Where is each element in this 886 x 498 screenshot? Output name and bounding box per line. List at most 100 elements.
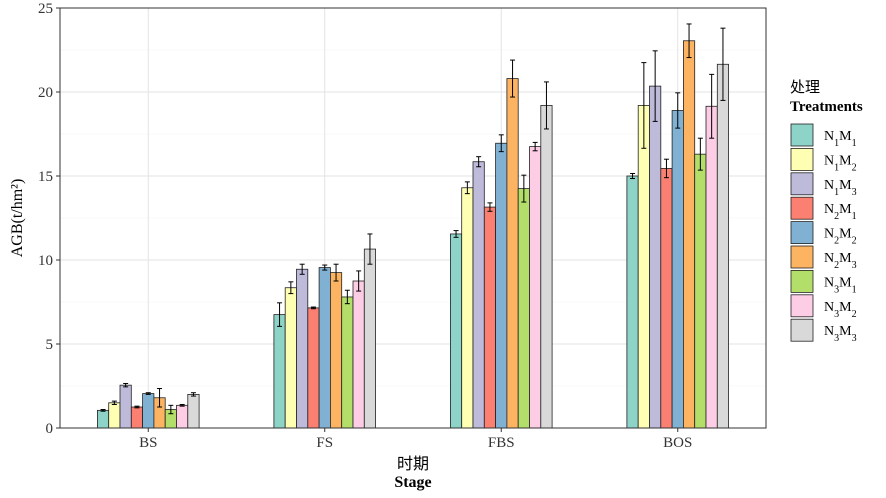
bar-N1M1-FBS: [449, 233, 463, 429]
y-tick-label: 25: [38, 1, 53, 17]
error-bar-N2M1-BOS: [663, 158, 669, 179]
y-tick-label: 5: [46, 337, 54, 353]
error-bar-N2M3-BOS: [686, 23, 692, 59]
error-bar-N3M2-BS: [179, 403, 185, 407]
bar-N2M1-BOS: [660, 168, 673, 429]
error-bar-N3M1-FS: [344, 289, 350, 305]
bar-N3M3-BS: [187, 393, 200, 429]
bar-N1M2-FS: [284, 287, 297, 429]
bar-N3M2-BS: [176, 404, 189, 429]
bar-N3M2-FBS: [529, 146, 542, 429]
error-bar-N2M3-FBS: [510, 59, 516, 98]
error-bar-N3M3-BS: [190, 392, 196, 397]
y-tick-label: 20: [38, 85, 53, 101]
error-bar-N2M2-BS: [145, 392, 151, 395]
legend-label: N3M3: [824, 324, 857, 344]
legend-swatch: [790, 318, 814, 342]
legend-label: N1M2: [824, 153, 857, 173]
error-bars: [100, 23, 726, 415]
legend-title-en: Treatments: [790, 99, 863, 115]
bar-N1M3-BS: [119, 384, 132, 429]
error-bar-N3M2-FBS: [532, 141, 538, 152]
legend: 处理 Treatments N1M1 N1M2 N1M3 N2M1 N2M2 N2M3 N3…: [790, 79, 863, 344]
bar-N3M3-BOS: [716, 63, 729, 429]
legend-item-N1M1: N1M1: [790, 123, 857, 149]
error-bar-N1M2-FS: [288, 281, 294, 295]
y-axis-title: AGB(t/hm²): [9, 179, 26, 258]
legend-swatch: [790, 245, 814, 269]
legend-items: N1M1 N1M2 N1M3 N2M1 N2M2 N2M3 N3M1 N3M2 N3M3: [790, 123, 857, 344]
y-tick-label: 15: [38, 169, 53, 185]
bar-N1M3-FS: [296, 268, 309, 429]
axes: 0 5 10 15 20 25 BS FS FBS BOS: [38, 1, 692, 451]
legend-swatch: [790, 294, 814, 318]
error-bar-N3M3-FS: [367, 233, 373, 265]
bar-N1M3-BOS: [649, 85, 662, 429]
error-bar-N1M3-FBS: [476, 156, 482, 168]
error-bar-N1M3-BOS: [652, 50, 658, 122]
bar-N3M2-FS: [352, 280, 365, 429]
x-tick-label-BOS: BOS: [663, 435, 692, 451]
error-bar-N1M3-BS: [123, 382, 129, 388]
bar-N3M2-BOS: [705, 105, 718, 429]
bar-N1M2-BS: [108, 402, 121, 429]
error-bar-N2M2-FBS: [498, 134, 504, 153]
y-tick-label: 10: [38, 253, 53, 269]
error-bar-N2M1-FBS: [487, 202, 493, 212]
legend-swatch: [790, 196, 814, 220]
legend-label: N1M1: [824, 129, 857, 149]
error-bar-N1M2-BOS: [641, 62, 647, 149]
error-bar-N3M2-BOS: [709, 73, 715, 139]
legend-label: N2M3: [824, 251, 857, 271]
bar-N2M1-FBS: [483, 206, 496, 429]
error-bar-N3M1-BS: [168, 404, 174, 415]
x-tick-label-FS: FS: [316, 435, 333, 451]
legend-label: N2M1: [824, 202, 857, 222]
error-bar-N2M1-FS: [310, 306, 316, 310]
bar-N3M1-FS: [341, 296, 354, 429]
error-bar-N3M3-FBS: [543, 81, 549, 130]
error-bar-N1M2-BS: [111, 400, 117, 405]
legend-item-N2M1: N2M1: [790, 196, 857, 222]
bar-N1M1-BOS: [626, 175, 639, 429]
bar-N2M3-BOS: [683, 40, 696, 429]
x-axis-title-en: Stage: [394, 474, 431, 491]
bar-N3M1-FBS: [517, 188, 530, 429]
legend-swatch: [790, 221, 814, 245]
error-bar-N1M1-FS: [277, 302, 283, 327]
error-bar-N1M1-FBS: [453, 230, 459, 238]
bar-N1M2-BOS: [637, 105, 650, 429]
error-bar-N2M2-BOS: [675, 92, 681, 129]
legend-item-N3M3: N3M3: [790, 318, 857, 344]
legend-label: N3M2: [824, 300, 857, 320]
bar-N1M3-FBS: [472, 161, 485, 429]
bar-N1M1-BS: [97, 409, 110, 429]
bar-N2M3-FS: [329, 272, 343, 429]
bar-N3M3-FBS: [540, 105, 553, 429]
x-tick-label-BS: BS: [139, 435, 157, 451]
error-bar-N3M3-BOS: [720, 27, 726, 101]
bar-N1M2-FBS: [461, 187, 474, 429]
bar-N3M3-FS: [363, 248, 376, 429]
error-bar-N3M2-FS: [356, 270, 362, 292]
legend-label: N3M1: [824, 275, 857, 295]
error-bar-N1M1-BS: [100, 409, 106, 412]
error-bar-N2M3-BS: [157, 388, 163, 408]
error-bar-N2M3-FS: [333, 263, 339, 282]
legend-item-N2M2: N2M2: [790, 221, 857, 247]
legend-label: N2M2: [824, 227, 857, 247]
legend-item-N3M1: N3M1: [790, 269, 857, 295]
error-bar-N3M1-FBS: [521, 174, 527, 203]
bar-N1M1-FS: [273, 314, 286, 429]
bar-N2M2-BOS: [671, 110, 684, 429]
legend-title-cn: 处理: [790, 79, 820, 96]
legend-swatch: [790, 269, 814, 293]
error-bar-N2M1-BS: [134, 405, 140, 409]
bar-N2M2-BS: [142, 393, 155, 429]
bar-N3M1-BOS: [694, 153, 707, 429]
panel-border: [59, 7, 767, 429]
x-tick-label-FBS: FBS: [488, 435, 515, 451]
error-bar-N1M2-FBS: [464, 181, 470, 195]
